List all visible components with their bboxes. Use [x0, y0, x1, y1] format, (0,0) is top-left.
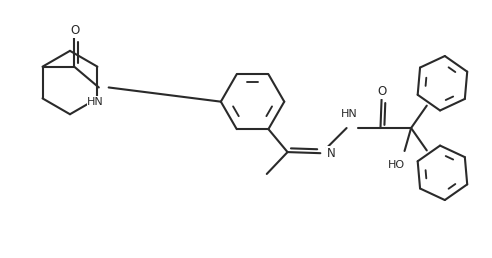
Text: HO: HO	[388, 160, 405, 170]
Text: O: O	[377, 85, 387, 99]
Text: HN: HN	[87, 97, 104, 107]
Text: N: N	[327, 147, 336, 160]
Text: HN: HN	[340, 109, 357, 119]
Text: O: O	[70, 24, 79, 37]
